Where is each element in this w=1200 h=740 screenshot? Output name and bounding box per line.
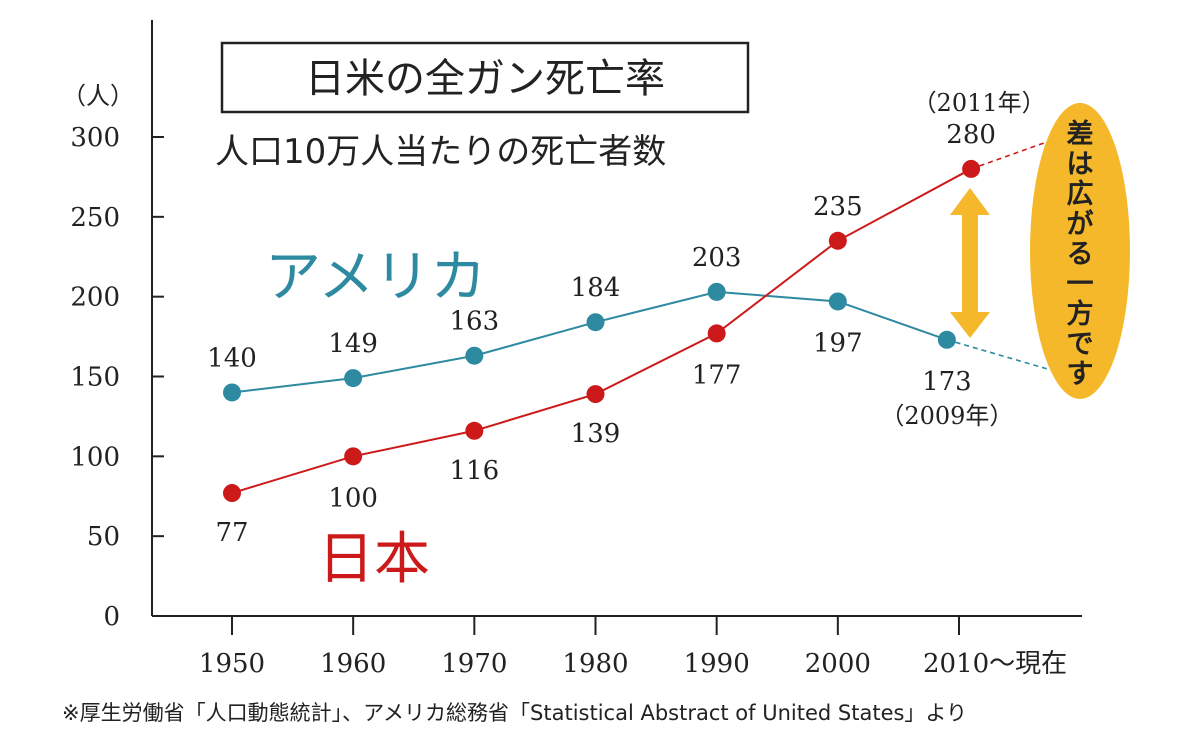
annotation-char: 方 <box>1067 298 1094 330</box>
data-point-america <box>828 292 847 311</box>
data-point-america <box>465 346 484 365</box>
annotation-char: は <box>1067 149 1094 180</box>
data-point-america <box>344 369 363 388</box>
data-label-america: 149 <box>328 329 378 359</box>
data-label-japan: 177 <box>692 360 742 390</box>
annotation-char: 差 <box>1067 118 1094 150</box>
annotation-char: が <box>1067 208 1094 240</box>
source-note: ※厚生労働省「人口動態統計」、アメリカ総務省「Statistical Abstr… <box>62 701 967 725</box>
y-tick-label: 0 <box>103 602 120 632</box>
data-point-japan <box>586 385 605 404</box>
data-label-japan: 116 <box>450 456 500 486</box>
title-box <box>220 41 750 114</box>
data-label-japan: 235 <box>813 192 863 222</box>
data-point-america <box>586 313 605 332</box>
data-point-japan <box>223 484 241 503</box>
annotation-oval <box>1030 103 1130 399</box>
annotation-char: る <box>1067 239 1094 270</box>
data-note-japan: （2011年） <box>913 89 1046 117</box>
data-label-japan: 280 <box>946 120 996 150</box>
x-tick-label: 2010〜現在 <box>923 649 1067 679</box>
data-label-america: 197 <box>813 328 863 358</box>
annotation-char: 広 <box>1067 178 1094 210</box>
chart-subtitle: 人口10万人当たりの死亡者数 <box>215 132 666 172</box>
y-tick-label: 250 <box>70 203 120 233</box>
x-tick-label: 1980 <box>562 649 628 679</box>
data-label-japan: 77 <box>215 518 248 548</box>
data-label-america: 173 <box>922 367 972 397</box>
y-tick-label: 150 <box>70 363 120 393</box>
trend-extension-america <box>946 339 1059 373</box>
annotation-char: 一 <box>1067 269 1094 300</box>
x-tick-label: 1990 <box>684 649 750 679</box>
data-point-japan <box>465 421 484 440</box>
x-tick-label: 1970 <box>441 649 507 679</box>
data-point-japan <box>962 159 981 178</box>
data-point-japan <box>707 324 726 343</box>
series-name-america: アメリカ <box>265 245 486 310</box>
y-tick-label: 200 <box>70 283 120 313</box>
data-label-america: 140 <box>207 343 257 373</box>
data-point-japan <box>828 231 847 250</box>
y-tick-label: 300 <box>70 123 120 153</box>
data-label-america: 203 <box>692 243 742 273</box>
annotation-char: で <box>1067 329 1094 360</box>
series-name-japan: 日本 <box>318 527 430 592</box>
data-point-america <box>707 282 726 301</box>
x-tick-label: 1960 <box>320 649 386 679</box>
y-tick-label: 50 <box>87 522 120 552</box>
data-note-america: （2009年） <box>880 402 1013 430</box>
data-label-japan: 139 <box>571 419 621 449</box>
gap-arrow-icon <box>950 188 990 338</box>
chart-title: 日米の全ガン死亡率 <box>305 56 665 102</box>
x-tick-label: 1950 <box>199 649 265 679</box>
data-label-america: 184 <box>571 273 621 303</box>
trend-extension-japan <box>970 137 1059 170</box>
x-tick-label: 2000 <box>805 649 871 679</box>
data-label-japan: 100 <box>328 483 378 513</box>
data-point-america <box>937 330 956 349</box>
y-unit-label: （人） <box>62 82 134 110</box>
data-point-america <box>223 383 241 402</box>
y-tick-label: 100 <box>70 442 120 472</box>
annotation-char: す <box>1067 359 1094 390</box>
data-label-america: 163 <box>450 307 500 337</box>
data-point-japan <box>344 447 363 466</box>
